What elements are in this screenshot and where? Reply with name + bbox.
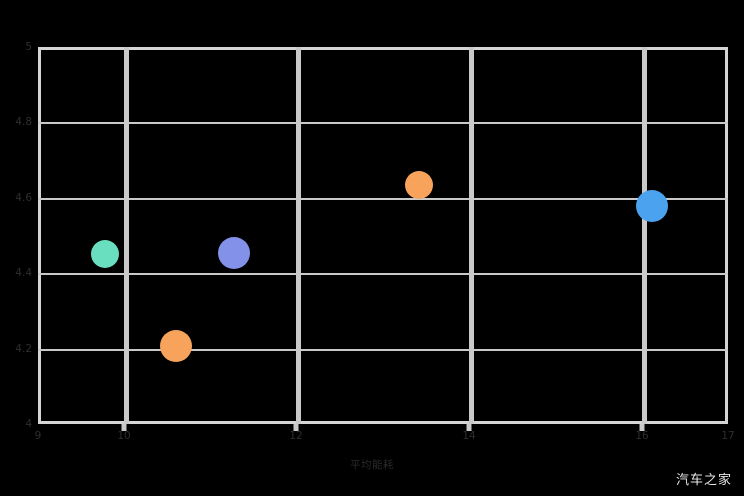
axis-left-spine <box>38 47 41 424</box>
y-tick-label: 4.8 <box>15 116 32 129</box>
data-point[interactable] <box>218 237 250 269</box>
data-point[interactable] <box>160 330 192 362</box>
y-tick-label: 4.2 <box>15 342 32 355</box>
y-tick-label: 5 <box>25 41 32 53</box>
x-tick-label: 9 <box>34 430 42 442</box>
y-tick-label: 4.6 <box>15 191 32 204</box>
x-tick-label: 16 <box>635 430 649 442</box>
gridline-horizontal <box>38 348 728 351</box>
x-tickmark <box>639 424 645 431</box>
x-tick-label: 10 <box>117 430 131 442</box>
gridline-vertical <box>469 47 474 424</box>
x-axis-title: 平均能耗 <box>350 459 394 471</box>
gridline-horizontal <box>38 197 728 200</box>
data-point[interactable] <box>405 171 433 199</box>
gridline-vertical <box>642 47 647 424</box>
plot-area <box>38 47 728 424</box>
y-tick-label: 4 <box>25 418 32 430</box>
axis-top-spine <box>38 47 728 50</box>
gridline-vertical <box>296 47 301 424</box>
watermark: 汽车之家 <box>675 473 732 488</box>
axis-right-spine <box>725 47 728 424</box>
x-tickmark <box>121 424 127 431</box>
data-point[interactable] <box>636 190 668 222</box>
x-tick-label: 14 <box>462 430 476 442</box>
gridline-vertical <box>124 47 129 424</box>
x-tick-label: 12 <box>289 430 303 442</box>
x-tickmark <box>293 424 299 431</box>
y-tick-label: 4.4 <box>15 267 32 280</box>
x-tick-label: 17 <box>721 430 735 442</box>
x-tickmark <box>466 424 472 431</box>
axis-bottom-spine <box>38 421 728 424</box>
data-point[interactable] <box>91 240 119 268</box>
gridline-horizontal <box>38 122 728 125</box>
gridline-horizontal <box>38 273 728 276</box>
